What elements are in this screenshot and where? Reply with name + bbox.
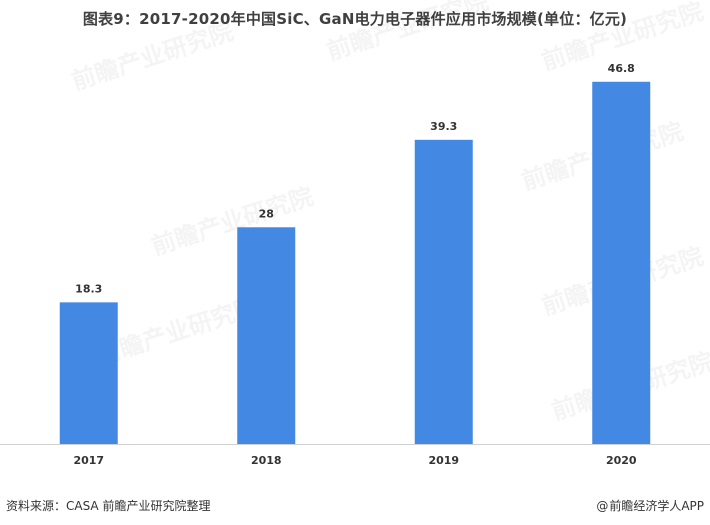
- bar-2017: [59, 302, 118, 444]
- data-labels: 18.3 28 39.3 46.8: [75, 62, 635, 296]
- at-symbol: @: [596, 499, 609, 513]
- data-label-2020: 46.8: [608, 62, 635, 75]
- x-axis-tick-labels: 2017 2018 2019 2020: [73, 454, 636, 467]
- x-tick-label-2020: 2020: [606, 454, 637, 467]
- footer: 资料来源：CASA 前瞻产业研究院整理 @前瞻经济学人APP: [0, 490, 710, 525]
- watermark-text: 前瞻产业研究院: [323, 0, 491, 66]
- x-tick-label-2017: 2017: [73, 454, 104, 467]
- chart-title: 图表9：2017-2020年中国SiC、GaN电力电子器件应用市场规模(单位：亿…: [82, 10, 628, 28]
- watermark-text: 前瞻产业研究院: [68, 17, 236, 96]
- watermark-text: 前瞻产业研究院: [93, 292, 261, 371]
- bar-series: [59, 81, 651, 444]
- chart-svg: 前瞻产业研究院前瞻产业研究院前瞻产业研究院前瞻产业研究院前瞻产业研究院前瞻产业研…: [0, 0, 710, 467]
- bar-2019: [414, 139, 473, 444]
- x-tick-label-2019: 2019: [428, 454, 459, 467]
- data-label-2018: 28: [259, 207, 274, 220]
- brand-name: 前瞻经济学人APP: [609, 499, 704, 513]
- data-label-2017: 18.3: [75, 282, 102, 295]
- brand-credit: @前瞻经济学人APP: [596, 497, 704, 514]
- data-label-2019: 39.3: [430, 120, 457, 133]
- bar-2020: [592, 81, 651, 444]
- bar-2018: [237, 227, 296, 444]
- x-tick-label-2018: 2018: [251, 454, 282, 467]
- source-note: 资料来源：CASA 前瞻产业研究院整理: [6, 499, 211, 513]
